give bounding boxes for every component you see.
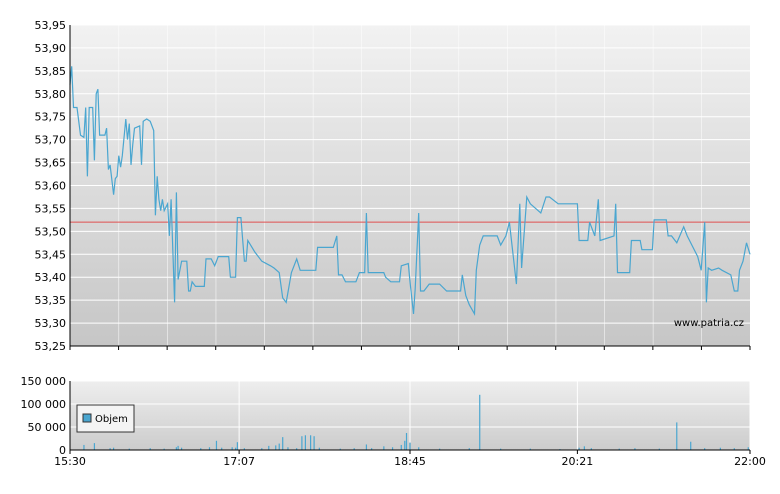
- volume-bar: [318, 447, 320, 450]
- y-tick-label: 53,75: [35, 111, 67, 124]
- volume-bar: [112, 447, 115, 450]
- y-tick-label: 53,80: [35, 88, 67, 101]
- y-tick-label: 0: [59, 444, 66, 457]
- x-tick-label: 18:45: [394, 455, 426, 468]
- y-tick-label: 53,65: [35, 157, 67, 170]
- volume-bar: [109, 448, 111, 450]
- volume-bar: [275, 445, 277, 450]
- volume-bar: [719, 447, 721, 450]
- volume-bar: [365, 444, 368, 450]
- volume-bar: [215, 440, 218, 450]
- volume-bar: [163, 448, 165, 450]
- x-tick-label: 20:21: [562, 455, 594, 468]
- price-line: [69, 66, 751, 317]
- volume-bar: [180, 447, 183, 450]
- volume-bar: [634, 448, 636, 450]
- volume-bar: [236, 442, 238, 450]
- volume-bar: [278, 443, 280, 450]
- volume-bar: [733, 448, 735, 450]
- y-tick-label: 53,35: [35, 294, 67, 307]
- volume-bar: [400, 444, 402, 450]
- volume-bar: [296, 448, 298, 450]
- legend-label: Objem: [95, 414, 128, 425]
- legend-swatch: [82, 413, 92, 423]
- y-tick-label: 53,60: [35, 180, 67, 193]
- watermark: www.patria.cz: [674, 318, 744, 329]
- volume-bar: [418, 447, 420, 450]
- volume-bar: [529, 448, 531, 450]
- volume-bar: [301, 436, 303, 450]
- volume-bar: [391, 447, 394, 450]
- volume-bar: [747, 447, 749, 450]
- volume-bar: [221, 447, 223, 450]
- volume-bar: [439, 448, 441, 450]
- x-tick-label: 22:00: [734, 455, 766, 468]
- y-tick-label: 53,45: [35, 248, 67, 261]
- volume-bar: [243, 448, 245, 450]
- volume-bar: [175, 447, 177, 450]
- x-tick-label: 17:07: [223, 455, 255, 468]
- volume-bar: [371, 448, 373, 450]
- volume-bar: [479, 394, 481, 450]
- volume-bar: [590, 448, 592, 450]
- x-tick-label: 15:30: [54, 455, 86, 468]
- volume-bar: [353, 448, 355, 450]
- volume-bar: [704, 448, 706, 450]
- volume-bar: [177, 445, 179, 450]
- y-tick-label: 150 000: [21, 375, 67, 388]
- y-tick-label: 53,25: [35, 340, 67, 353]
- volume-bar: [149, 448, 151, 450]
- volume-bar: [405, 432, 408, 450]
- volume-bar: [339, 448, 341, 450]
- volume-bar: [690, 441, 692, 450]
- volume-bar: [409, 442, 411, 450]
- y-tick-label: 53,50: [35, 225, 67, 238]
- y-tick-label: 53,95: [35, 19, 67, 32]
- volume-bar: [235, 447, 237, 450]
- volume-bar: [261, 448, 263, 450]
- y-tick-label: 53,85: [35, 65, 67, 78]
- volume-bar: [578, 447, 580, 450]
- volume-bar: [93, 443, 96, 450]
- volume-bar: [287, 447, 289, 450]
- y-tick-label: 100 000: [21, 398, 67, 411]
- y-tick-label: 50 000: [28, 421, 67, 434]
- volume-bar: [208, 447, 211, 450]
- volume-bar: [310, 435, 312, 450]
- y-tick-label: 53,40: [35, 271, 67, 284]
- volume-bar: [268, 445, 270, 450]
- volume-bar: [404, 440, 406, 450]
- y-tick-label: 53,55: [35, 202, 67, 215]
- volume-bar: [304, 435, 306, 450]
- volume-bar: [618, 448, 620, 450]
- volume-bar: [128, 448, 130, 450]
- volume-bar: [583, 446, 585, 450]
- volume-bar: [313, 436, 315, 450]
- volume-bar: [383, 446, 385, 450]
- volume-bar: [676, 422, 678, 450]
- volume-bar: [200, 448, 202, 450]
- volume-bar: [83, 444, 85, 450]
- volume-bar: [231, 447, 233, 450]
- y-tick-label: 53,70: [35, 134, 67, 147]
- y-tick-label: 53,30: [35, 317, 67, 330]
- volume-bar: [282, 437, 284, 450]
- volume-bar: [468, 448, 470, 450]
- y-tick-label: 53,90: [35, 42, 67, 55]
- volume-bar: [500, 448, 502, 450]
- volume-bar: [658, 448, 660, 450]
